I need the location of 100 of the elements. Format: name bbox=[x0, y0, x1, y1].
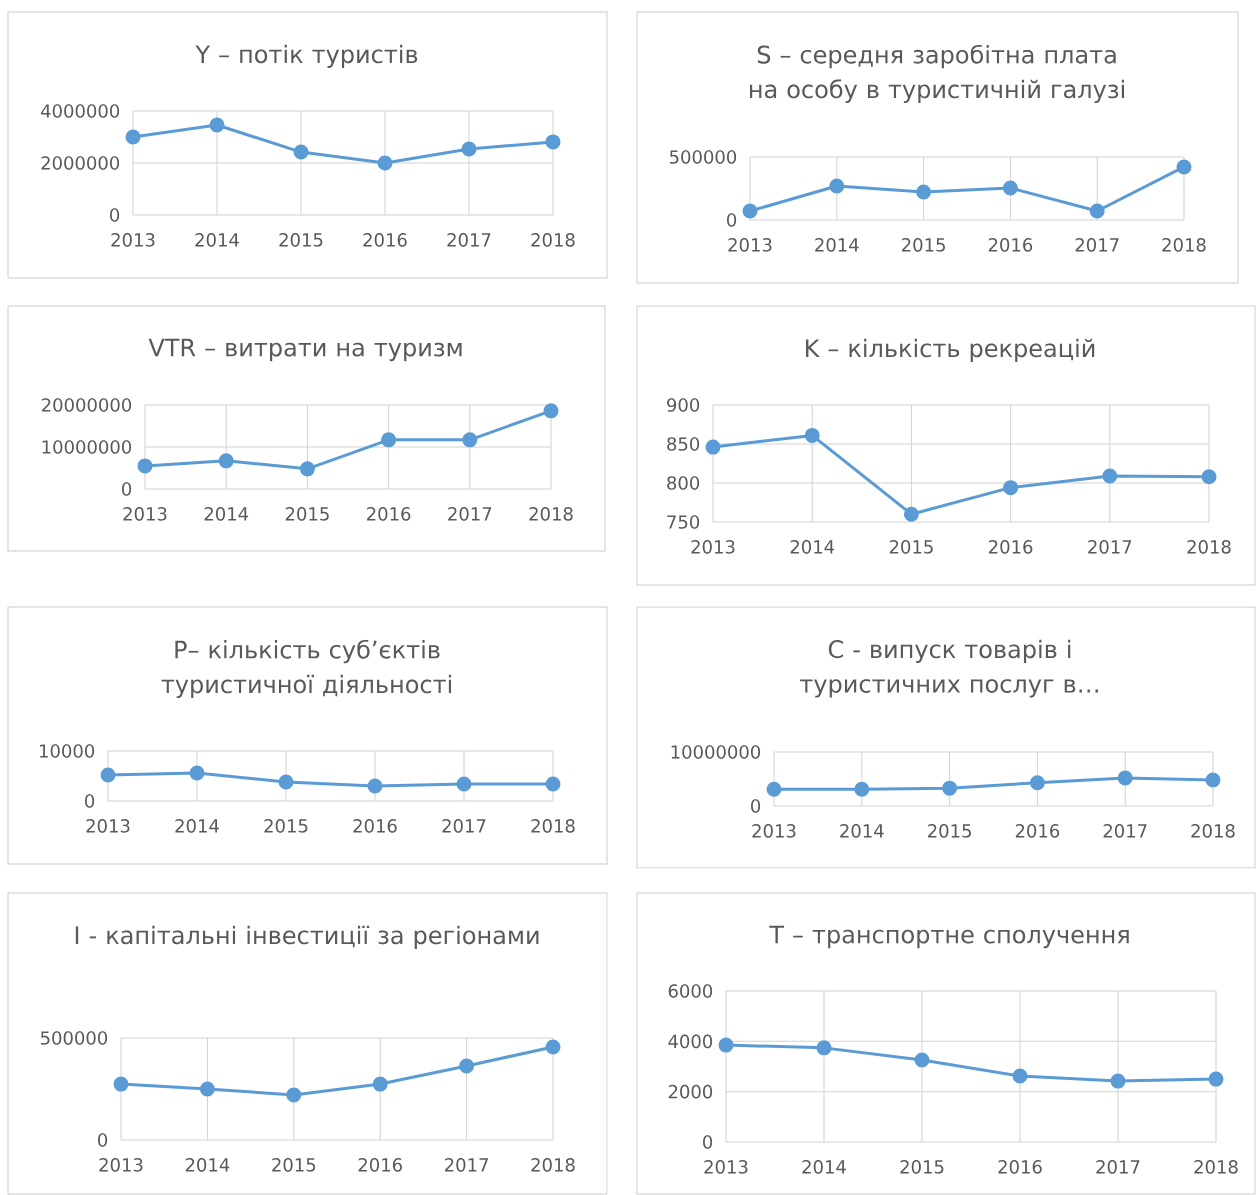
point bbox=[816, 1040, 832, 1056]
x-tick-label: 2017 bbox=[1088, 540, 1132, 554]
y-tick-label: 4000000 bbox=[41, 104, 120, 118]
point bbox=[125, 129, 141, 145]
x-tick-label: 2016 bbox=[988, 238, 1033, 252]
point bbox=[278, 774, 294, 790]
point bbox=[766, 781, 782, 797]
x-tick-label: 2016 bbox=[353, 819, 397, 833]
point bbox=[367, 778, 383, 794]
x-tick-label: 2015 bbox=[902, 238, 945, 252]
y-tick-label: 0 bbox=[122, 482, 132, 496]
y-tick-label: 800 bbox=[667, 476, 700, 490]
point bbox=[1003, 480, 1019, 496]
point bbox=[1002, 180, 1018, 196]
x-tick-label: 2013 bbox=[691, 540, 735, 554]
x-tick-label: 2018 bbox=[531, 233, 575, 247]
x-tick-label: 2013 bbox=[86, 819, 130, 833]
y-tick-label: 850 bbox=[667, 437, 700, 451]
point bbox=[1201, 469, 1217, 485]
y-tick-label: 0 bbox=[751, 799, 761, 813]
point bbox=[293, 144, 309, 160]
point bbox=[372, 1076, 388, 1092]
x-tick-label: 2017 bbox=[442, 819, 486, 833]
y-tick-label: 6000 bbox=[668, 984, 713, 998]
x-tick-label: 2016 bbox=[358, 1158, 402, 1172]
point bbox=[381, 432, 397, 448]
point bbox=[209, 117, 225, 133]
x-tick-label: 2014 bbox=[175, 819, 219, 833]
chart-title: Y – потік туристів bbox=[195, 44, 418, 68]
point bbox=[100, 767, 116, 783]
point bbox=[1012, 1068, 1028, 1084]
x-tick-label: 2013 bbox=[123, 507, 167, 521]
y-tick-label: 0 bbox=[703, 1135, 713, 1149]
x-tick-label: 2018 bbox=[1187, 540, 1231, 554]
y-tick-label: 4000 bbox=[668, 1034, 713, 1049]
point bbox=[461, 141, 477, 157]
point bbox=[804, 427, 820, 443]
point bbox=[462, 432, 478, 448]
point bbox=[1110, 1073, 1126, 1089]
x-tick-label: 2013 bbox=[99, 1158, 143, 1172]
y-tick-label: 750 bbox=[667, 515, 700, 529]
point bbox=[218, 453, 234, 469]
x-tick-label: 2016 bbox=[367, 507, 411, 521]
chart-title: VTR – витрати на туризм bbox=[148, 338, 462, 362]
y-tick-label: 2000 bbox=[668, 1084, 713, 1099]
point bbox=[286, 1087, 302, 1103]
point bbox=[718, 1037, 734, 1053]
point bbox=[545, 134, 561, 150]
x-tick-label: 2014 bbox=[195, 233, 239, 247]
point bbox=[942, 780, 958, 796]
chart-title: K – кількість рекреацій bbox=[806, 338, 1095, 362]
x-tick-label: 2018 bbox=[529, 507, 573, 521]
point bbox=[1029, 775, 1045, 791]
y-tick-label: 20000000 bbox=[42, 398, 132, 412]
point bbox=[543, 403, 559, 419]
y-tick-label: 10000000 bbox=[671, 745, 761, 759]
y-tick-label: 900 bbox=[667, 398, 700, 412]
chart-title: C - випуск товарів і туристичних послуг в… bbox=[800, 639, 1098, 698]
point bbox=[742, 203, 758, 219]
x-tick-label: 2015 bbox=[264, 819, 308, 833]
chart-title: S – середня заробітна плата на особу в туристичній галузі bbox=[750, 44, 1124, 103]
point bbox=[199, 1081, 215, 1097]
point bbox=[914, 1052, 930, 1068]
point bbox=[456, 776, 472, 792]
chart-title: P– кількість суб’єктів туристичної діяльності bbox=[161, 639, 452, 698]
point bbox=[1089, 203, 1105, 219]
x-tick-label: 2014 bbox=[815, 238, 859, 252]
x-tick-label: 2013 bbox=[704, 1160, 748, 1174]
point bbox=[854, 781, 870, 797]
point bbox=[705, 439, 721, 455]
x-tick-label: 2017 bbox=[1096, 1160, 1140, 1174]
point bbox=[916, 184, 932, 200]
point bbox=[1205, 772, 1221, 788]
x-tick-label: 2015 bbox=[272, 1158, 316, 1172]
y-tick-label: 500000 bbox=[40, 1031, 108, 1045]
y-tick-label: 0 bbox=[85, 794, 95, 808]
x-tick-label: 2017 bbox=[445, 1158, 488, 1172]
x-tick-label: 2015 bbox=[279, 233, 323, 247]
x-tick-label: 2017 bbox=[1103, 824, 1147, 838]
y-tick-label: 0 bbox=[727, 213, 737, 227]
point bbox=[459, 1058, 475, 1074]
point bbox=[1117, 770, 1133, 786]
y-tick-label: 2000000 bbox=[41, 156, 120, 170]
x-tick-label: 2018 bbox=[531, 819, 575, 833]
x-tick-label: 2018 bbox=[531, 1158, 575, 1172]
x-tick-label: 2018 bbox=[1191, 824, 1235, 838]
x-tick-label: 2014 bbox=[790, 540, 835, 554]
point bbox=[1208, 1071, 1224, 1087]
x-tick-label: 2015 bbox=[900, 1160, 944, 1174]
x-tick-label: 2015 bbox=[285, 507, 329, 521]
x-tick-label: 2014 bbox=[185, 1158, 230, 1172]
point bbox=[1176, 159, 1192, 175]
x-tick-label: 2018 bbox=[1162, 238, 1206, 252]
y-tick-label: 0 bbox=[98, 1133, 108, 1147]
point bbox=[903, 506, 919, 522]
point bbox=[1102, 468, 1118, 484]
x-tick-label: 2017 bbox=[448, 507, 492, 521]
y-tick-label: 10000000 bbox=[42, 440, 132, 454]
chart-title: I - капітальні інвестиції за регіонами bbox=[75, 925, 539, 949]
point bbox=[829, 178, 845, 194]
